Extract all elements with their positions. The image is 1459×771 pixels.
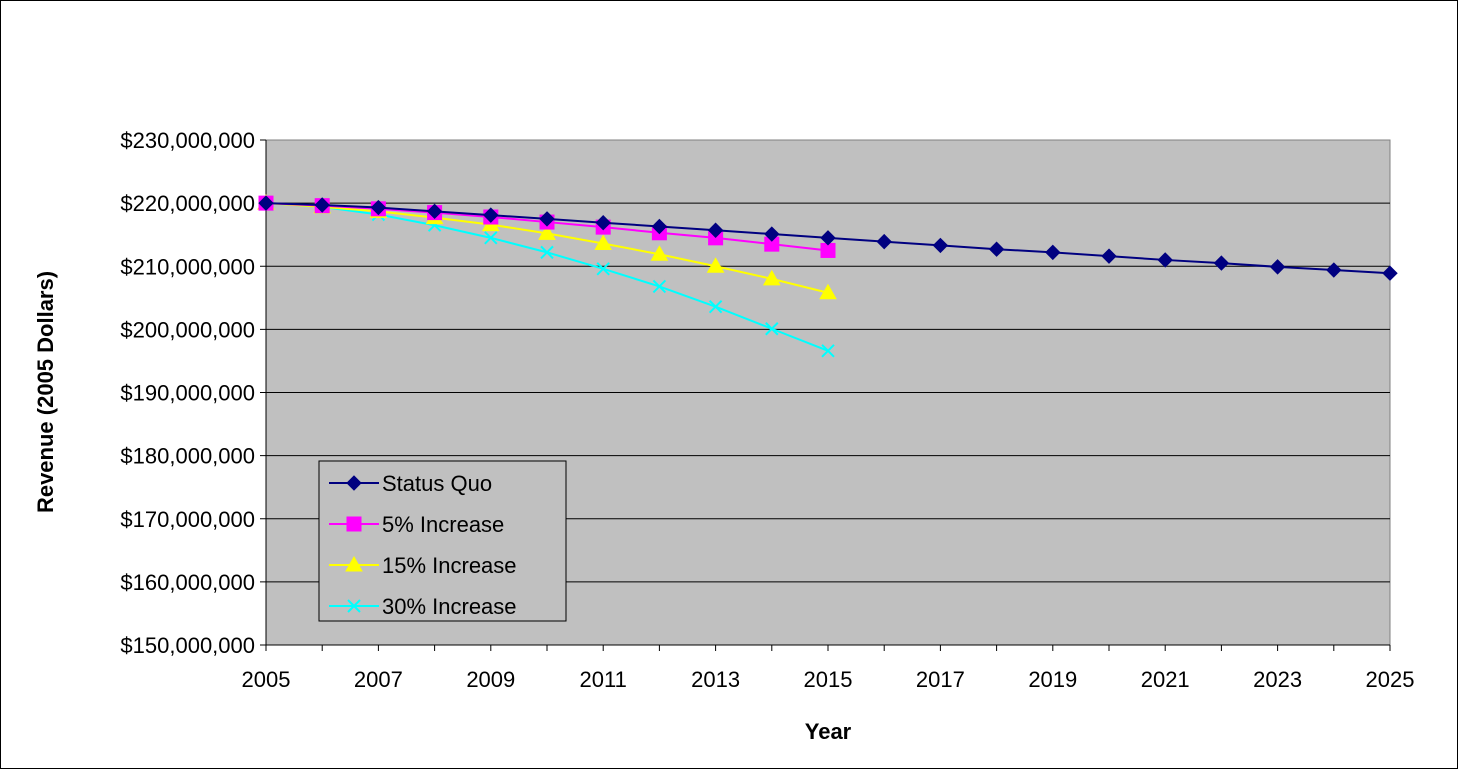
data-point xyxy=(540,245,554,260)
legend-label: 30% Increase xyxy=(382,594,517,619)
y-tick-label: $190,000,000 xyxy=(120,381,255,406)
data-point xyxy=(484,231,498,245)
data-point xyxy=(650,245,669,261)
y-tick-label: $150,000,000 xyxy=(120,633,255,658)
marker-stroke xyxy=(347,599,361,613)
legend-box xyxy=(318,460,567,622)
data-point xyxy=(538,224,556,240)
data-point xyxy=(988,241,1005,257)
data-point xyxy=(876,233,892,250)
y-tick-label: $170,000,000 xyxy=(120,507,255,532)
x-tick-label: 2005 xyxy=(242,667,291,692)
data-point xyxy=(1101,248,1117,264)
data-point xyxy=(708,299,723,314)
marker-stroke xyxy=(821,344,835,358)
x-tick-label: 2009 xyxy=(466,667,515,692)
legend-marker xyxy=(346,475,362,491)
data-point xyxy=(370,199,387,216)
x-tick-label: 2025 xyxy=(1366,667,1415,692)
marker-stroke xyxy=(765,322,779,336)
data-point xyxy=(595,214,611,231)
data-point xyxy=(258,195,274,211)
data-point xyxy=(821,344,835,358)
y-tick-label: $230,000,000 xyxy=(120,128,255,153)
y-tick-label: $160,000,000 xyxy=(120,570,255,595)
data-point xyxy=(652,279,667,294)
x-axis-ticks: 2005 2007 2009 2011 2013 2015 2017 2019 2021 2023… xyxy=(242,645,1415,692)
legend-label: 5% Increase xyxy=(382,512,504,537)
series-status-quo xyxy=(258,195,1398,281)
data-point xyxy=(539,211,555,227)
data-point xyxy=(1213,255,1230,271)
x-tick-label: 2013 xyxy=(691,667,740,692)
y-axis-ticks: $150,000,000 $160,000,000 $170,000,000 $180… xyxy=(120,128,266,658)
data-point xyxy=(314,197,330,213)
data-point xyxy=(820,242,836,258)
marker-stroke xyxy=(596,262,610,276)
legend-marker xyxy=(347,599,361,613)
data-point xyxy=(426,203,443,220)
x-tick-label: 2023 xyxy=(1253,667,1302,692)
x-axis-title: Year xyxy=(805,719,852,744)
legend-label: 15% Increase xyxy=(382,553,517,578)
data-point xyxy=(596,262,610,276)
data-point xyxy=(1269,259,1286,275)
data-point xyxy=(1157,252,1173,268)
data-point xyxy=(706,257,725,273)
marker-stroke xyxy=(484,231,498,245)
x-tick-label: 2019 xyxy=(1028,667,1077,692)
legend-marker xyxy=(345,555,363,572)
legend-marker xyxy=(346,516,362,532)
marker-stroke xyxy=(708,299,723,314)
data-point xyxy=(483,207,499,223)
marker-stroke xyxy=(540,245,554,260)
x-tick-label: 2015 xyxy=(804,667,853,692)
x-tick-label: 2011 xyxy=(580,667,627,692)
data-point xyxy=(1326,262,1342,278)
data-point xyxy=(594,234,613,251)
marker-stroke xyxy=(652,279,667,294)
legend-label: Status Quo xyxy=(382,471,492,496)
y-tick-label: $180,000,000 xyxy=(120,444,255,469)
x-tick-label: 2017 xyxy=(916,667,965,692)
data-point xyxy=(820,230,836,246)
data-point xyxy=(932,237,949,254)
data-point xyxy=(764,226,780,242)
data-point xyxy=(765,322,779,336)
x-tick-label: 2007 xyxy=(354,667,403,692)
x-tick-label: 2021 xyxy=(1141,667,1190,692)
data-point xyxy=(1382,265,1398,281)
data-point xyxy=(819,283,837,300)
y-tick-label: $220,000,000 xyxy=(120,191,255,216)
legend: Status Quo 5% Increase 15% Increase 30% Inc… xyxy=(318,460,567,622)
data-point xyxy=(651,218,668,235)
y-tick-label: $200,000,000 xyxy=(120,317,255,342)
data-point xyxy=(1045,244,1061,261)
y-axis-title: Revenue (2005 Dollars) xyxy=(33,271,58,513)
data-point xyxy=(707,222,724,238)
data-point xyxy=(762,269,781,286)
y-tick-label: $210,000,000 xyxy=(120,254,255,279)
series-layer xyxy=(257,194,1398,358)
